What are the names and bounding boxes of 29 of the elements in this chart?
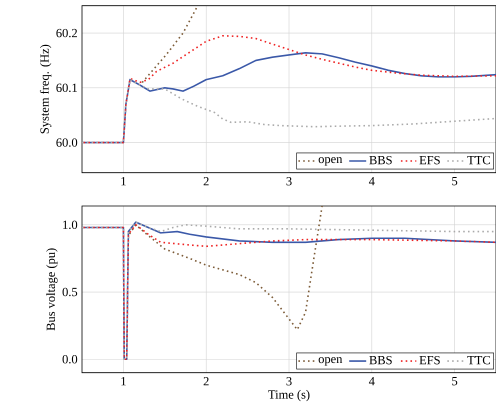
line-series [82, 52, 496, 144]
legend-label: TTC [467, 156, 490, 164]
y-tick-label: 0.0 [62, 355, 78, 364]
x-tick-label: 5 [452, 377, 458, 386]
legend-label: open [318, 157, 342, 166]
legend-label: open [318, 357, 342, 366]
x-tick-label: 2 [204, 377, 209, 386]
x-tick-label: 3 [286, 377, 292, 386]
x-tick-label: 1 [121, 177, 126, 186]
y-axis-title: System freq. (Hz) [40, 44, 52, 134]
y-tick-label: 1.0 [63, 220, 78, 230]
legend-label: TTC [467, 356, 490, 364]
x-tick-label: 1 [121, 377, 126, 386]
x-tick-label: 2 [204, 177, 209, 186]
x-axis-title: Time (s) [268, 390, 310, 402]
x-tick-label: 3 [286, 177, 292, 186]
legend-label: BBS [369, 356, 392, 364]
y-tick-label: 60.1 [56, 84, 77, 92]
x-tick-label: 4 [368, 177, 375, 186]
legend-label: EFS [419, 156, 440, 164]
y-tick-label: 60.2 [56, 28, 77, 38]
x-tick-label: 5 [452, 177, 458, 186]
line-series [82, 78, 496, 144]
y-tick-label: 0.5 [62, 288, 78, 296]
y-tick-label: 60.0 [56, 138, 78, 147]
y-axis-title: Bus voltage (pu) [46, 248, 58, 330]
legend-label: EFS [419, 356, 440, 364]
x-tick-label: 4 [368, 377, 375, 386]
legend-label: BBS [369, 156, 392, 164]
